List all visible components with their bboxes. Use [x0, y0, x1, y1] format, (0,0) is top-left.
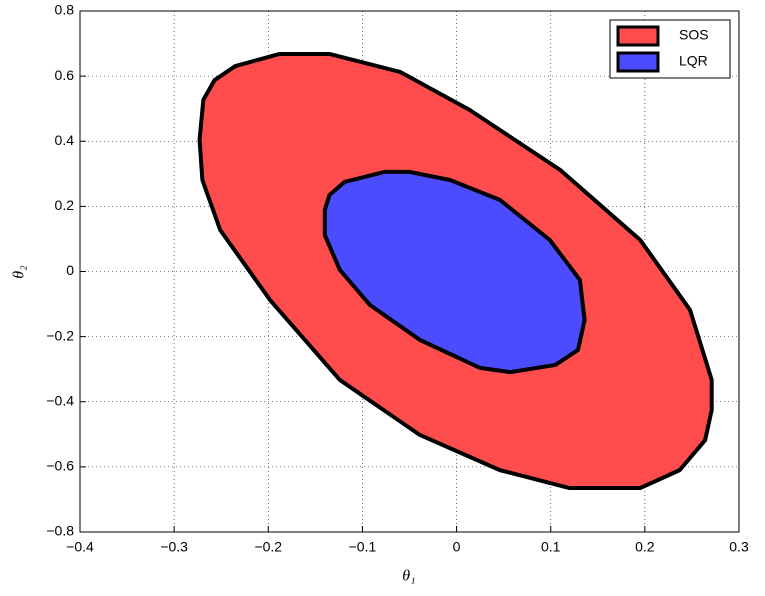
x-tick-label: 0.3 [729, 539, 749, 555]
x-tick-label: 0 [453, 539, 461, 555]
x-tick-label: −0.3 [160, 539, 188, 555]
legend-label: SOS [679, 27, 709, 43]
y-tick-label: 0.6 [55, 67, 75, 83]
y-tick-label: 0 [66, 262, 74, 278]
y-tick-label: 0.2 [55, 197, 75, 213]
legend-swatch [616, 51, 660, 73]
legend-swatch [616, 25, 660, 47]
x-tick-label: −0.4 [66, 539, 94, 555]
y-tick-label: −0.2 [46, 327, 74, 343]
y-tick-label: 0.4 [55, 132, 75, 148]
x-axis-label: θ₁ [402, 568, 415, 585]
x-tick-label: 0.1 [541, 539, 561, 555]
legend-label: LQR [679, 53, 708, 69]
y-tick-label: −0.8 [46, 523, 74, 539]
axes-box [79, 10, 740, 533]
y-tick-label: −0.6 [46, 458, 74, 474]
region [322, 169, 587, 375]
y-axis-label: θ₂ [11, 265, 28, 279]
y-tick-label: −0.4 [46, 392, 74, 408]
x-tick-label: −0.1 [349, 539, 377, 555]
x-tick-label: −0.2 [254, 539, 282, 555]
y-tick-label: 0.8 [55, 2, 75, 18]
x-tick-label: 0.2 [635, 539, 655, 555]
